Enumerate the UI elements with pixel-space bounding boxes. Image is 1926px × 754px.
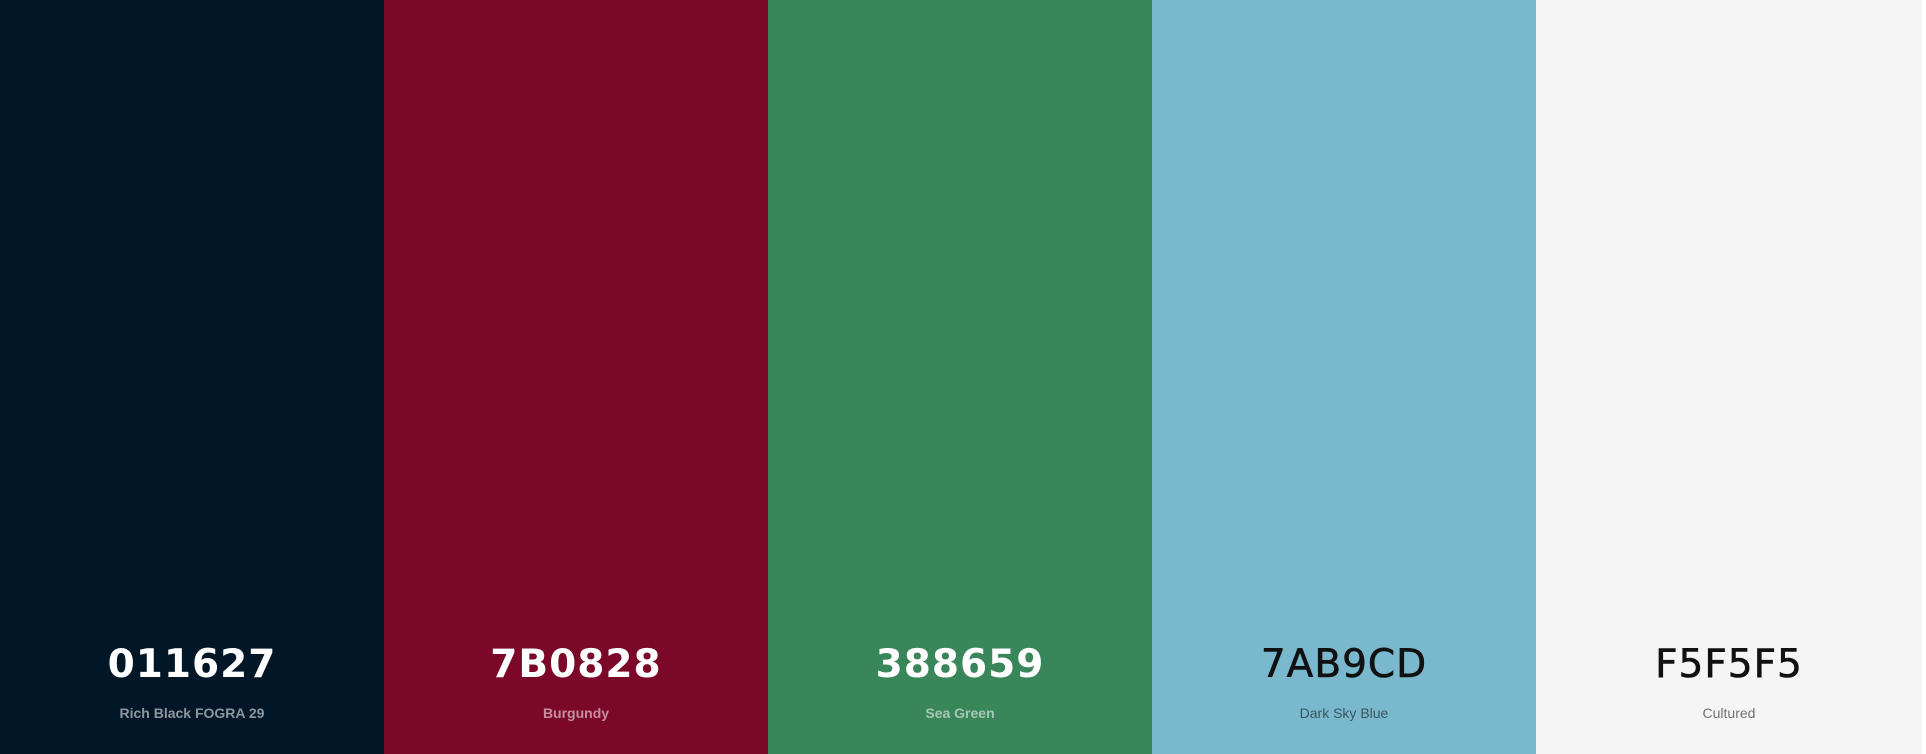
swatch-hex-code[interactable]: 011627: [107, 642, 277, 687]
swatch-hex-code[interactable]: 7B0828: [490, 642, 662, 687]
swatch-burgundy[interactable]: 7B0828 Burgundy: [384, 0, 768, 754]
swatch-cultured[interactable]: F5F5F5 Cultured: [1536, 0, 1922, 754]
swatch-sea-green[interactable]: 388659 Sea Green: [768, 0, 1152, 754]
swatch-color-name: Sea Green: [925, 705, 995, 721]
swatch-hex-code[interactable]: 7AB9CD: [1260, 642, 1428, 688]
swatch-color-name: Dark Sky Blue: [1299, 705, 1389, 721]
swatch-color-name: Burgundy: [542, 705, 610, 721]
swatch-color-name: Cultured: [1702, 705, 1756, 721]
swatch-color-name: Rich Black FOGRA 29: [119, 705, 265, 721]
swatch-rich-black[interactable]: 011627 Rich Black FOGRA 29: [0, 0, 384, 754]
swatch-hex-code[interactable]: 388659: [875, 642, 1045, 687]
swatch-hex-code[interactable]: F5F5F5: [1655, 642, 1803, 688]
swatch-dark-sky-blue[interactable]: 7AB9CD Dark Sky Blue: [1152, 0, 1536, 754]
